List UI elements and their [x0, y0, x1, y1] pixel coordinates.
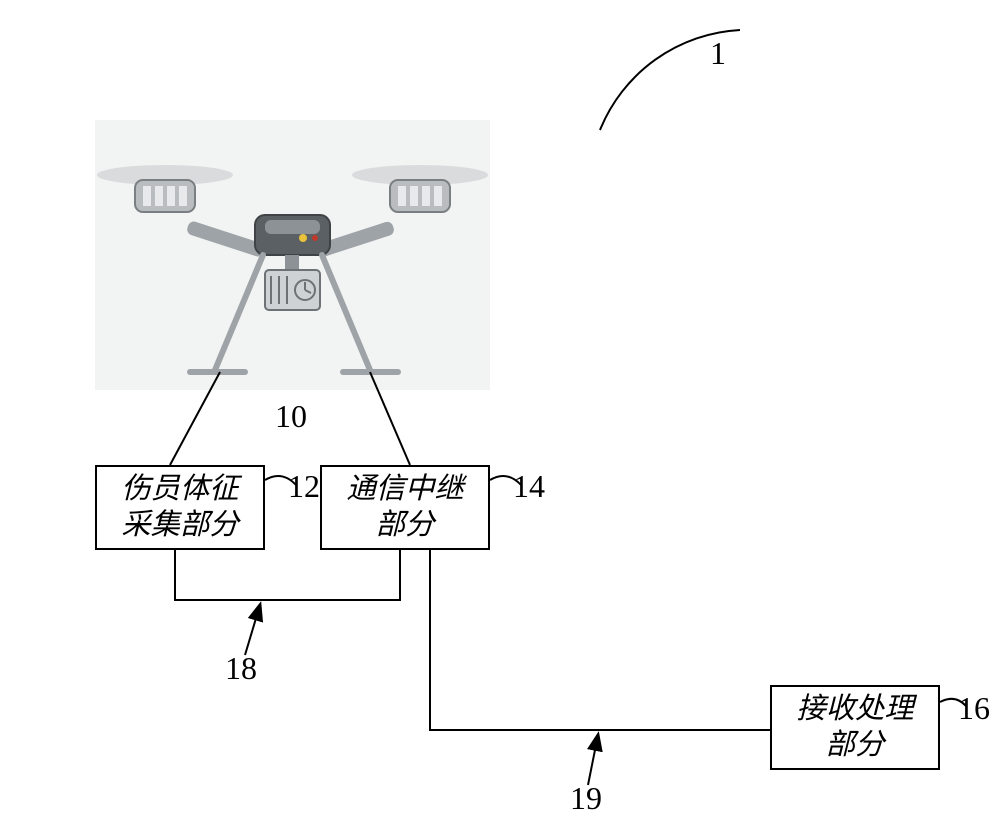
receiver-box: 接收处理 部分	[770, 685, 940, 770]
drone-number-label: 10	[275, 398, 307, 435]
link-19-label: 19	[570, 780, 602, 817]
drone-svg	[95, 120, 490, 390]
relay-number-label: 14	[513, 468, 545, 505]
link-18-label: 18	[225, 650, 257, 687]
acquisition-text: 伤员体征 采集部分	[121, 472, 238, 542]
link-18-path	[175, 550, 400, 600]
arrow-19	[588, 735, 598, 785]
receiver-text: 接收处理 部分	[796, 692, 913, 762]
acquisition-box: 伤员体征 采集部分	[95, 465, 265, 550]
link-19-path	[430, 550, 770, 730]
receiver-number-label: 16	[958, 690, 990, 727]
relay-box: 通信中继 部分	[320, 465, 490, 550]
system-number-label: 1	[710, 35, 726, 72]
drone-image	[95, 120, 490, 390]
acquisition-number-label: 12	[288, 468, 320, 505]
relay-text: 通信中继 部分	[346, 472, 463, 542]
arrow-18	[245, 605, 260, 655]
diagram-stage: 伤员体征 采集部分 通信中继 部分 接收处理 部分 1 10 12 14 16 …	[0, 0, 1000, 835]
